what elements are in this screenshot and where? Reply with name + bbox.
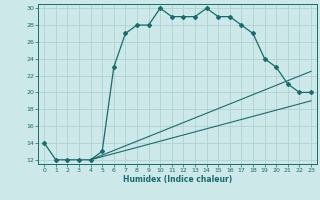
X-axis label: Humidex (Indice chaleur): Humidex (Indice chaleur) xyxy=(123,175,232,184)
